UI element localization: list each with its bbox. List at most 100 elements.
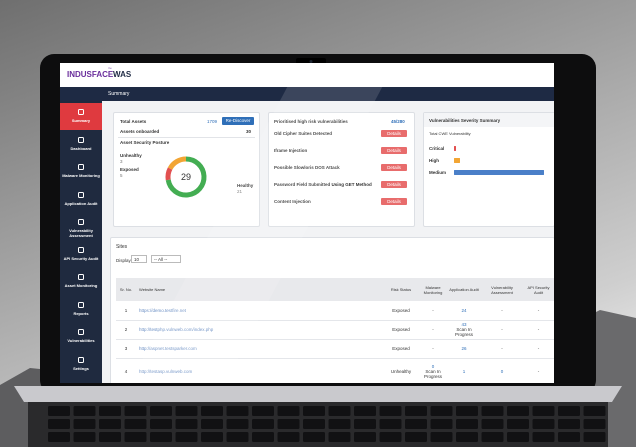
donut-segment — [165, 167, 173, 181]
nav-item[interactable]: Dashboard — [60, 131, 102, 158]
details-button[interactable]: Details — [381, 180, 407, 188]
app-header: INDUSFACE ™ WAS — [60, 63, 554, 87]
nav-label: Summary — [71, 118, 91, 123]
nav-item[interactable]: Summary — [60, 103, 102, 130]
details-button[interactable]: Details — [381, 129, 407, 137]
page-size-select[interactable]: 10 — [131, 255, 147, 263]
column-header: Risk Status — [390, 287, 412, 292]
cell-text: 24 — [461, 308, 467, 313]
key — [73, 419, 96, 429]
nav-icon — [78, 356, 84, 363]
vuln-name: Content Injection — [274, 199, 311, 204]
key — [328, 419, 351, 429]
nav-item[interactable]: API Security Audit — [60, 241, 102, 268]
brand-product: WAS — [113, 70, 132, 79]
key — [481, 432, 504, 442]
key — [226, 406, 249, 416]
severity-panel: Vulnerabilities Severity Summary Total CW… — [423, 112, 554, 227]
nav-icon — [78, 219, 84, 225]
cell-note: Scan In Progress — [423, 368, 442, 379]
key — [532, 419, 555, 429]
nav-item[interactable]: Asset Monitoring — [60, 268, 102, 295]
nav-icon — [78, 246, 84, 253]
key — [252, 419, 274, 429]
key — [558, 432, 580, 442]
table-cell: 43 Scan In Progress — [447, 320, 481, 339]
key — [48, 419, 70, 429]
key — [456, 419, 478, 429]
key — [99, 432, 121, 442]
key — [583, 432, 606, 442]
details-button[interactable]: Details — [381, 197, 407, 205]
row-divider — [116, 358, 554, 359]
website-link[interactable]: http://aspnet.testsparker.com — [139, 346, 197, 351]
filter-select[interactable]: -- All -- — [151, 255, 181, 263]
key — [48, 406, 70, 416]
severity-bar — [454, 157, 460, 163]
key — [507, 419, 529, 429]
key — [201, 419, 223, 429]
keys — [48, 406, 606, 442]
page-title: Summary — [108, 91, 130, 97]
laptop-base — [14, 386, 622, 402]
vuln-name: Password Field Submitted Using GET Metho… — [274, 182, 372, 187]
key — [430, 406, 453, 416]
column-header: Application Audit — [449, 287, 479, 292]
nav-item[interactable]: Vulnerabilities — [60, 323, 102, 350]
website-link[interactable]: http://testphp.vulnweb.com/index.php — [139, 327, 214, 332]
key — [303, 432, 325, 442]
table-cell: 4 — [116, 358, 136, 383]
posture-count: 5 — [120, 173, 123, 178]
nav-icon — [78, 329, 84, 335]
sidebar: Summary Dashboard Malware Monitoring Applic… — [60, 101, 102, 383]
nav-label: Dashboard — [70, 145, 92, 151]
vuln-name: Possible Slowloris DOS Attack — [274, 165, 340, 170]
divider — [118, 137, 255, 138]
cell-text: - — [537, 368, 540, 374]
key — [430, 432, 453, 442]
nav-item[interactable]: Reports — [60, 296, 102, 323]
nav-label: Vulnerability Assessment — [69, 228, 93, 238]
details-button[interactable]: Details — [381, 163, 407, 171]
key — [405, 419, 427, 429]
donut-segment — [167, 156, 187, 170]
key — [175, 432, 198, 442]
nav-icon — [78, 109, 84, 115]
details-button[interactable]: Details — [381, 146, 407, 154]
nav-icon — [78, 136, 84, 143]
key — [583, 419, 606, 429]
table-cell: http://aspnet.testsparker.com — [136, 339, 383, 358]
cell-value: 43 — [461, 322, 467, 327]
nav-icon — [78, 301, 84, 308]
key — [354, 419, 376, 429]
website-link[interactable]: https://demo.testfire.net — [139, 308, 187, 313]
key — [277, 432, 300, 442]
onboarded-value: 30 — [246, 129, 252, 134]
screen: INDUSFACE ™ WAS Summary Summary Dashboard… — [60, 63, 554, 383]
severity-label: Medium — [429, 170, 447, 175]
cell-text: 1 — [124, 308, 128, 313]
assets-panel: Total Assets 1709 Re-Discover Assets onboar… — [113, 112, 260, 227]
key — [354, 432, 376, 442]
key — [175, 406, 198, 416]
nav-item[interactable]: Settings — [60, 351, 102, 378]
key — [481, 406, 504, 416]
key — [124, 419, 147, 429]
rediscover-button[interactable]: Re-Discover — [222, 117, 254, 125]
key — [99, 406, 121, 416]
website-link[interactable]: http://testasp.vulnweb.com — [139, 368, 193, 374]
key — [226, 419, 249, 429]
posture-label: Unhealthy — [120, 153, 142, 158]
display-label: Display — [116, 258, 131, 263]
nav-item[interactable]: Application Audit — [60, 186, 102, 213]
key — [124, 406, 147, 416]
donut-center: 29 — [181, 172, 191, 182]
key — [430, 419, 453, 429]
cell-text: Exposed — [392, 308, 410, 313]
key — [150, 406, 172, 416]
nav-item[interactable]: Vulnerability Assessment — [60, 213, 102, 240]
nav-icon — [78, 274, 84, 280]
vuln-name: Iframe Injection — [274, 148, 308, 153]
nav-item[interactable]: Malware Monitoring — [60, 158, 102, 185]
